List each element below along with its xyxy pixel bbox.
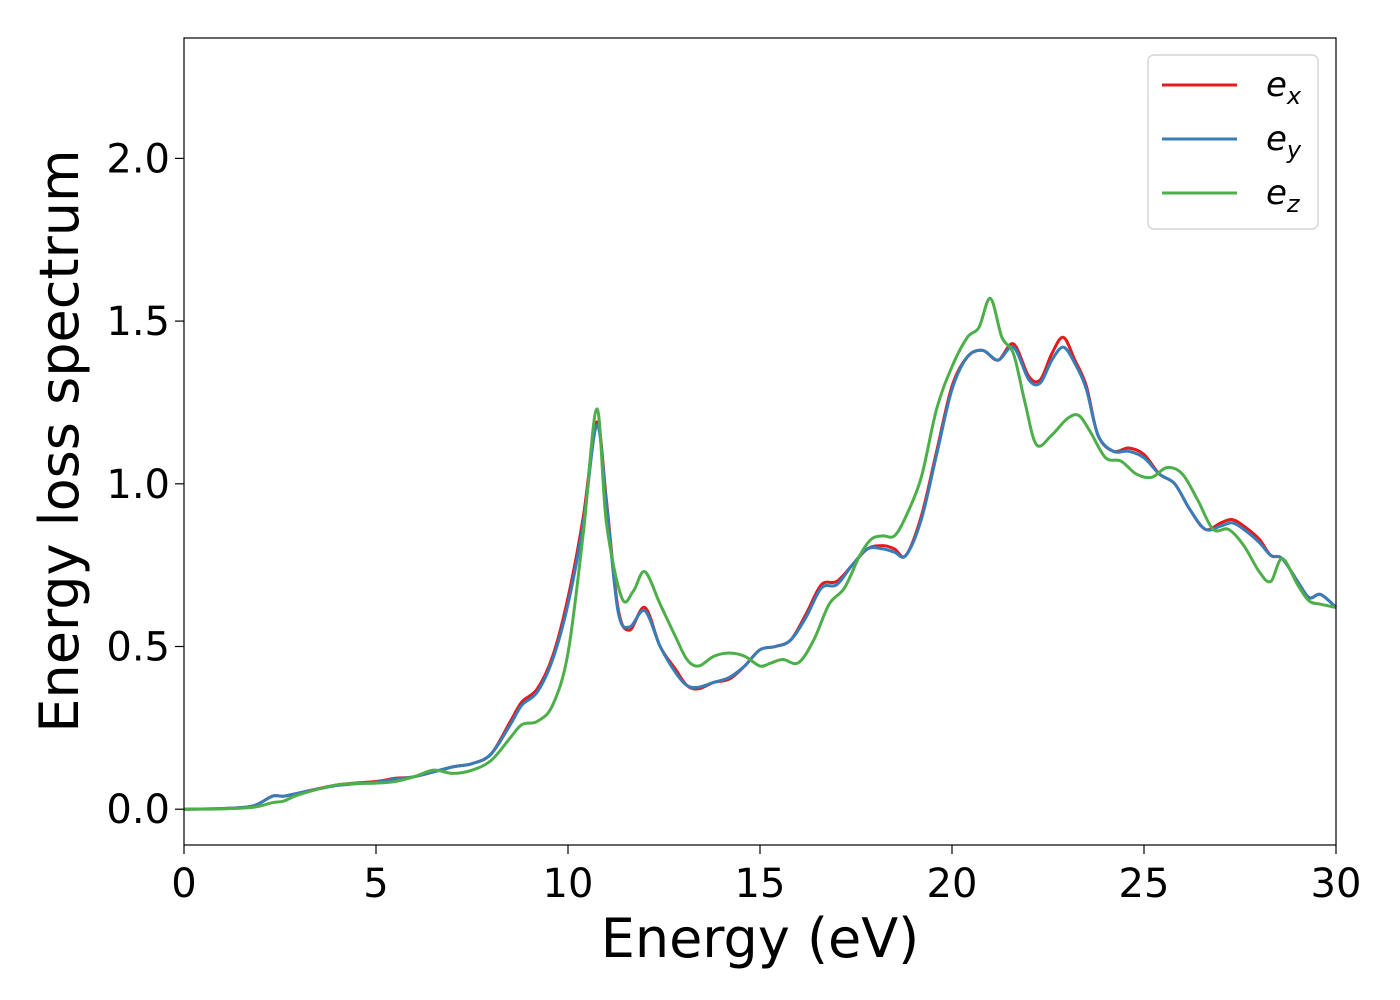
legend-label-x: ex <box>1266 65 1302 110</box>
y-axis: 0.0 0.5 1.0 1.5 2.0 <box>106 136 184 833</box>
y-tick-label: 2.0 <box>106 136 170 182</box>
y-tick-label: 1.5 <box>106 299 170 345</box>
y-tick-label: 1.0 <box>106 462 170 508</box>
x-tick-label: 10 <box>543 861 594 907</box>
x-tick-label: 15 <box>735 861 786 907</box>
x-tick-label: 0 <box>171 861 196 907</box>
series-line-y <box>183 345 1338 811</box>
legend-box <box>1147 54 1319 230</box>
series-layer <box>183 296 1338 811</box>
series-line-z <box>183 296 1337 811</box>
x-axis: 0 5 10 15 20 25 30 <box>171 845 1361 907</box>
x-tick-label: 5 <box>363 861 388 907</box>
legend-label-y: ey <box>1266 119 1302 164</box>
y-axis-label: Energy loss spectrum <box>28 149 91 732</box>
plot-background <box>184 38 1336 845</box>
legend: ex ey ez <box>1147 54 1319 230</box>
y-tick-label: 0.5 <box>106 625 170 671</box>
legend-label-z: ez <box>1266 173 1301 218</box>
x-tick-label: 25 <box>1119 861 1170 907</box>
x-axis-label: Energy (eV) <box>601 907 920 970</box>
x-tick-label: 20 <box>927 861 978 907</box>
y-tick-label: 0.0 <box>106 787 170 833</box>
x-tick-label: 30 <box>1311 861 1362 907</box>
